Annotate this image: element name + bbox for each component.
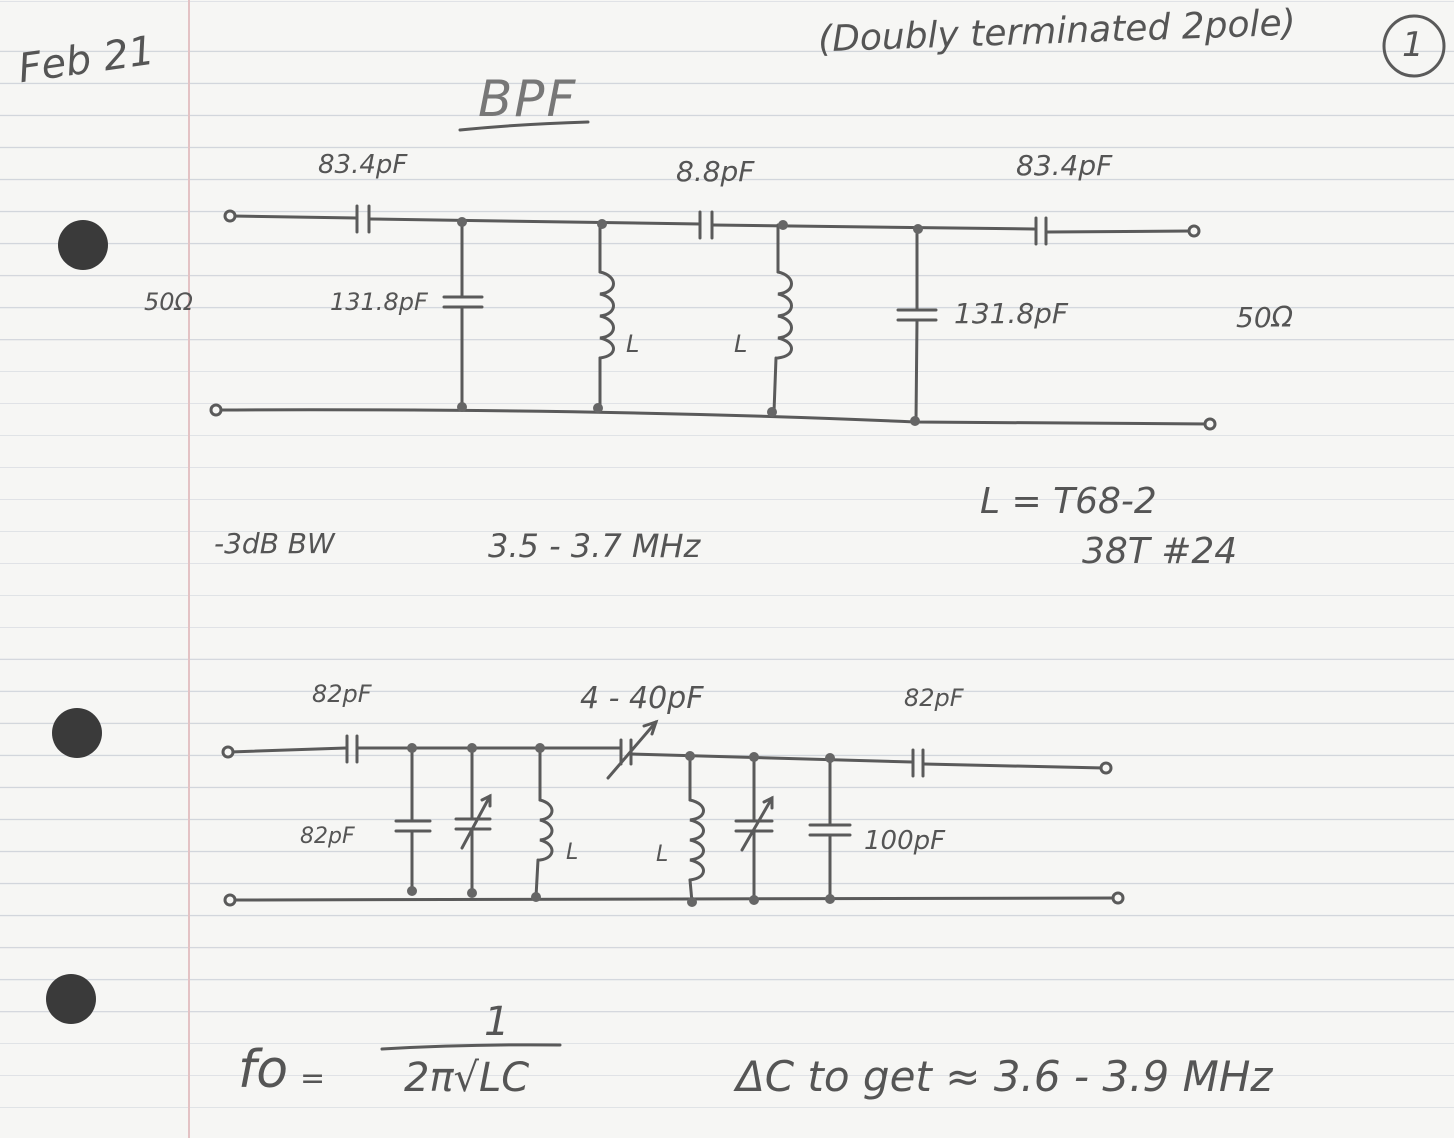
page-number-circle xyxy=(1382,14,1446,78)
tuning-note: ΔC to get ≈ 3.6 - 3.9 MHz xyxy=(736,1052,1273,1101)
c2-series-cap-in-label: 82pF xyxy=(312,680,372,708)
wire xyxy=(914,319,919,423)
c2-inductor-left-label: L xyxy=(566,840,579,865)
ground-wire xyxy=(228,896,1118,902)
binder-hole xyxy=(46,974,96,1024)
c1-shunt-cap-right-label: 131.8pF xyxy=(954,297,1069,330)
variable-arrowhead xyxy=(762,795,774,810)
junction-dot xyxy=(749,895,759,905)
c2-inductor-right-label: L xyxy=(656,842,669,867)
wire xyxy=(922,762,1106,770)
bandwidth-label: -3dB BW xyxy=(214,527,335,560)
c2-series-cap-out-label: 82pF xyxy=(904,684,964,712)
terminal xyxy=(1111,891,1125,905)
circuit2-schematic xyxy=(221,719,1125,907)
c1-shunt-cap-left-label: 131.8pF xyxy=(330,288,428,316)
terminal xyxy=(223,209,237,223)
variable-arrow xyxy=(606,720,658,780)
c2-variable-coupling-cap-label: 4 - 40pF xyxy=(580,681,704,716)
c1-series-cap-out-label: 83.4pF xyxy=(1016,149,1113,182)
variable-arrowhead xyxy=(480,793,492,808)
junction-dot xyxy=(593,403,603,413)
junction-dot xyxy=(407,743,417,753)
ground-wire xyxy=(214,408,1212,426)
junction-dot xyxy=(467,743,477,753)
wire xyxy=(534,858,540,899)
inductor-coil xyxy=(688,798,705,882)
binder-hole xyxy=(52,708,102,758)
inductor-winding-label: 38T #24 xyxy=(1082,531,1238,572)
source-impedance-label: 50Ω xyxy=(144,288,193,316)
binder-hole xyxy=(58,220,108,270)
variable-arrow xyxy=(740,796,774,852)
formula-denominator: 2π√LC xyxy=(404,1055,530,1101)
junction-dot xyxy=(910,416,920,426)
margin-line xyxy=(188,0,190,1138)
junction-dot xyxy=(825,894,835,904)
c1-coupling-cap-label: 8.8pF xyxy=(676,155,755,188)
junction-dot xyxy=(457,402,467,412)
wire xyxy=(1045,229,1194,234)
junction-dot xyxy=(597,219,607,229)
wire xyxy=(228,746,348,754)
page-number: 1 xyxy=(1402,25,1424,65)
bandwidth-value: 3.5 - 3.7 MHz xyxy=(488,527,701,565)
formula-equals: = xyxy=(300,1061,326,1096)
variable-arrow xyxy=(460,794,492,850)
c2-shunt-cap-left-label: 82pF xyxy=(300,824,355,849)
load-impedance-label: 50Ω xyxy=(1236,301,1294,334)
fraction-bar xyxy=(380,1043,562,1051)
wire xyxy=(368,217,702,226)
junction-dot xyxy=(685,751,695,761)
junction-dot xyxy=(407,886,417,896)
c1-inductor-left-label: L xyxy=(626,330,640,358)
terminal xyxy=(209,403,223,417)
inductor-coil xyxy=(598,270,615,360)
junction-dot xyxy=(457,217,467,227)
junction-dot xyxy=(749,752,759,762)
variable-arrowhead xyxy=(642,719,659,736)
terminal xyxy=(1099,761,1113,775)
formula-lhs: fo xyxy=(238,1040,289,1100)
junction-dot xyxy=(825,753,835,763)
terminal xyxy=(223,893,237,907)
circuit1-schematic xyxy=(209,204,1217,431)
c1-inductor-right-label: L xyxy=(734,330,748,358)
junction-dot xyxy=(767,407,777,417)
wire xyxy=(230,214,358,220)
c2-shunt-cap-right-label: 100pF xyxy=(864,826,946,856)
terminal xyxy=(221,745,235,759)
junction-dot xyxy=(913,224,923,234)
terminal xyxy=(1203,417,1217,431)
page-title: BPF xyxy=(478,70,578,128)
title-underline xyxy=(458,120,590,132)
inductor-core-label: L = T68-2 xyxy=(980,481,1157,522)
wire xyxy=(772,356,778,414)
formula-numerator: 1 xyxy=(484,999,510,1045)
c1-series-cap-in-label: 83.4pF xyxy=(318,150,408,180)
junction-dot xyxy=(687,897,697,907)
terminal xyxy=(1187,224,1201,238)
junction-dot xyxy=(535,743,545,753)
wire xyxy=(630,752,914,764)
junction-dot xyxy=(467,888,477,898)
junction-dot xyxy=(531,892,541,902)
wire xyxy=(711,223,1036,231)
junction-dot xyxy=(778,220,788,230)
inductor-coil xyxy=(538,798,554,862)
inductor-coil xyxy=(776,270,793,360)
